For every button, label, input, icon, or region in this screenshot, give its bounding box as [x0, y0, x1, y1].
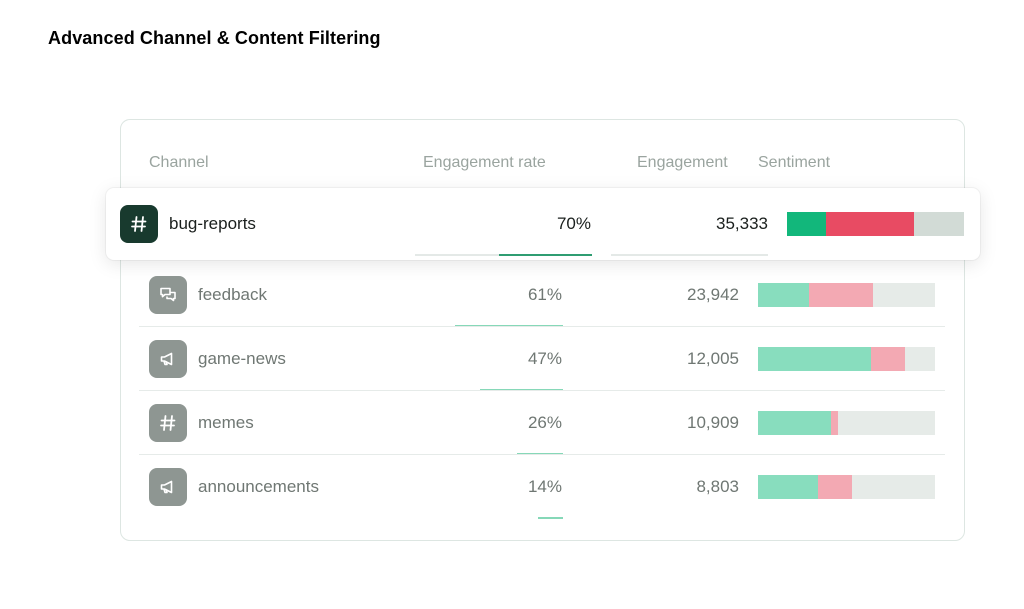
row-divider: [139, 390, 945, 391]
megaphone-icon: [149, 340, 187, 378]
sentiment-bar: [758, 347, 935, 371]
engagement-rate-value: 14%: [527, 477, 562, 496]
engagement-rate-value: 61%: [527, 285, 562, 304]
engagement-rate-fill: [499, 254, 592, 256]
page-title: Advanced Channel & Content Filtering: [48, 28, 381, 48]
sentiment-positive-segment: [758, 475, 819, 499]
sentiment-positive-segment: [758, 283, 810, 307]
sentiment-negative-segment: [825, 212, 915, 236]
sentiment-negative-segment: [809, 283, 874, 307]
engagement-rate-bar: [386, 517, 563, 519]
hash-icon: [149, 404, 187, 442]
channel-name: announcements: [198, 477, 319, 496]
column-header-engagement[interactable]: Engagement: [637, 154, 728, 171]
engagement-bar: [611, 254, 768, 256]
channel-name: game-news: [198, 349, 286, 368]
engagement-rate-value: 47%: [527, 349, 562, 368]
row-divider: [139, 454, 945, 455]
sentiment-negative-segment: [818, 475, 852, 499]
engagement-value: 10,909: [687, 413, 739, 432]
engagement-rate-value: 26%: [527, 413, 562, 432]
sentiment-positive-segment: [787, 212, 826, 236]
channel-name: feedback: [198, 285, 267, 304]
megaphone-icon: [149, 468, 187, 506]
column-header-sentiment[interactable]: Sentiment: [758, 154, 831, 171]
sentiment-negative-segment: [871, 347, 905, 371]
sentiment-positive-segment: [758, 411, 831, 435]
channel-name: bug-reports: [169, 214, 256, 233]
sentiment-positive-segment: [758, 347, 872, 371]
cut-off-heading: [150, 0, 190, 4]
engagement-rate-value: 70%: [556, 214, 591, 233]
engagement-rate-fill: [538, 517, 563, 519]
engagement-value: 23,942: [687, 285, 739, 304]
sentiment-bar: [758, 283, 935, 307]
chat-bubbles-icon: [149, 276, 187, 314]
engagement-value: 8,803: [696, 477, 739, 496]
sentiment-neutral-segment: [873, 283, 935, 307]
sentiment-negative-segment: [830, 411, 838, 435]
row-divider: [139, 326, 945, 327]
sentiment-neutral-segment: [914, 212, 964, 236]
sentiment-bar: [787, 212, 964, 236]
engagement-rate-bar: [415, 254, 592, 256]
sentiment-bar: [758, 411, 935, 435]
column-header-engagement-rate[interactable]: Engagement rate: [423, 154, 546, 171]
hash-icon: [120, 205, 158, 243]
engagement-value: 35,333: [716, 214, 768, 233]
engagement-value: 12,005: [687, 349, 739, 368]
sentiment-neutral-segment: [904, 347, 935, 371]
sentiment-neutral-segment: [837, 411, 935, 435]
sentiment-bar: [758, 475, 935, 499]
sentiment-neutral-segment: [851, 475, 935, 499]
channel-name: memes: [198, 413, 254, 432]
column-header-channel[interactable]: Channel: [149, 154, 209, 171]
